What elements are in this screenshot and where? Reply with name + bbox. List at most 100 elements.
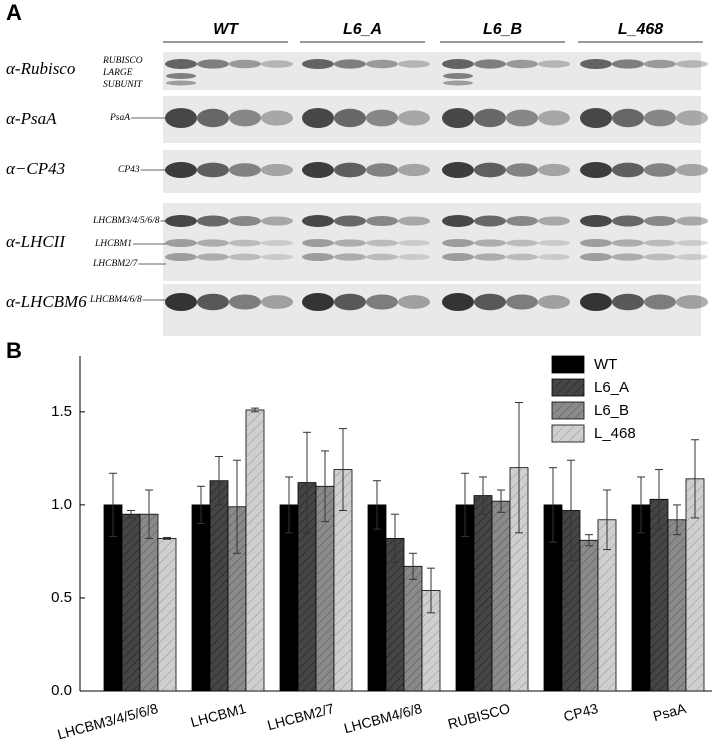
legend-hatch [552,425,584,442]
bar-hatch [510,467,528,691]
band [676,216,708,226]
error-bar [251,407,259,413]
band [506,215,538,227]
row-label: α-LHCBM6 [6,292,87,311]
band [538,110,570,126]
band [229,59,261,69]
band [474,215,506,227]
band [538,163,570,177]
band [165,293,197,311]
row-label: α-Rubisco [6,59,75,78]
blot [163,203,701,281]
band [165,59,197,69]
band [366,163,398,177]
band [580,293,612,311]
panel-label: B [6,338,22,363]
band [366,294,398,310]
bar-hatch [650,499,668,691]
error-bar [197,485,205,524]
band [612,239,644,247]
band [334,215,366,227]
legend-label: L6_A [594,379,629,396]
band [474,108,506,128]
band [443,73,473,79]
band [442,253,474,261]
band [398,253,430,261]
bar-hatch [422,590,440,691]
error-bar [585,534,593,547]
error-bar [373,480,381,530]
band [676,295,708,309]
band [334,293,366,311]
band [261,110,293,126]
y-tick-label: 1.5 [51,403,72,420]
band [506,239,538,247]
band [261,295,293,309]
band [334,253,366,261]
error-bar [691,439,699,519]
row-label: α−CP43 [6,159,65,178]
band [506,163,538,177]
band-label: SUBUNIT [103,80,143,90]
band [612,108,644,128]
band [612,59,644,69]
band [644,253,676,261]
band [334,239,366,247]
error-bar [409,552,417,580]
error-bar [479,476,487,515]
band [334,162,366,178]
band [474,59,506,69]
error-bar [233,459,241,554]
band [506,59,538,69]
error-bar [427,567,435,614]
bar-hatch [122,514,140,691]
band [197,253,229,261]
band [398,239,430,247]
error-bar [549,467,557,543]
band-label: LHCBM3/4/5/6/8 [92,216,160,226]
blot [163,284,701,336]
band [442,59,474,69]
band [197,293,229,311]
band [302,215,334,227]
band [474,239,506,247]
band [261,163,293,177]
band [676,110,708,126]
band [366,215,398,227]
bar-hatch [228,506,246,691]
band [644,239,676,247]
band [165,162,197,178]
band [676,163,708,177]
bar-hatch [298,482,316,691]
bar [191,504,211,692]
band [538,60,570,68]
x-tick-label: LHCBM2/7 [265,700,335,733]
band-label: LARGE [102,68,133,78]
legend-label: WT [594,356,617,373]
band [166,73,196,79]
group-label: L6_A [343,21,382,38]
error-bar [515,402,523,534]
band [197,215,229,227]
band [334,59,366,69]
band [612,162,644,178]
band [334,108,366,128]
band [398,163,430,177]
band [474,253,506,261]
band [302,59,334,69]
band [197,108,229,128]
band [229,109,261,127]
band [302,162,334,178]
band [197,162,229,178]
group-label: L_468 [618,21,663,38]
band [644,163,676,177]
band [644,59,676,69]
legend-hatch [552,379,584,396]
band [644,109,676,127]
error-bar [303,431,311,534]
band [398,295,430,309]
error-bar [339,428,347,511]
band [442,215,474,227]
band [165,108,197,128]
band [538,216,570,226]
